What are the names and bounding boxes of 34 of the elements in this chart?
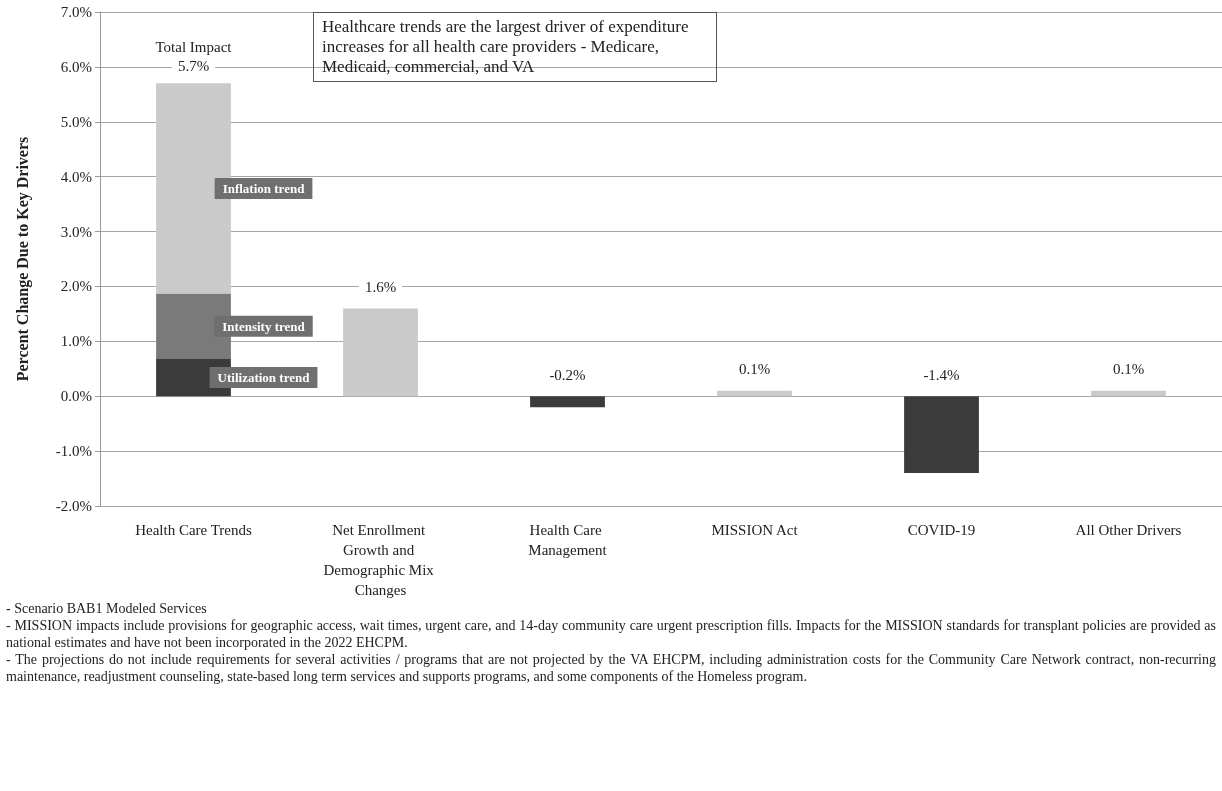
total-label: 5.7% (177, 58, 210, 75)
y-tick-label: 4.0% (60, 168, 92, 185)
y-tick-label: 6.0% (60, 58, 92, 75)
y-tick-label: 7.0% (60, 4, 92, 20)
text: - MISSION impacts include provisions for geographic access, wait times, urgent care, and 14-day community care urgent prescription fills. Impacts for the MISSION standards for transplant policies are provided as national estimates and have not been incorporated in the 2022 EHCPM. (6, 617, 1216, 651)
y-tick-label: -2.0% (55, 498, 92, 514)
x-tick-label: Health Care Trends (135, 522, 252, 538)
y-tick-label: 2.0% (60, 278, 92, 295)
y-tick-label: 5.0% (60, 113, 92, 130)
data-label: 0.1% (1112, 361, 1145, 378)
x-tick-label: Net Enrollment Growth and Demographic Mix Changes (323, 522, 438, 598)
x-tick-label: Health Care Management (528, 522, 608, 558)
data-label: 1.6% (364, 278, 397, 295)
bar (717, 390, 792, 397)
series-label: Utilization trend (217, 370, 311, 386)
x-tick-label: MISSION Act (711, 522, 799, 538)
x-tick-label: COVID-19 (907, 522, 976, 538)
y-tick-label: 0.0% (60, 388, 92, 405)
data-label: -0.2% (549, 366, 586, 383)
bar (1091, 390, 1166, 397)
series-label: Intensity trend (222, 318, 306, 334)
text: - The projections do not include requirements for several activities / programs that are not projected by the VA EHCPM, including administration costs for the Community Care Network contract, non-recurring maintenance, readjustment counseling, state-based long term services and supports programs, and some components of the Homeless program. (6, 651, 1216, 685)
series-label: Inflation trend (222, 180, 306, 196)
y-axis-title: Percent Change Due to Key Drivers (13, 136, 32, 382)
x-tick-label: All Other Drivers (1075, 522, 1182, 538)
data-label: -1.4% (923, 366, 960, 383)
bar (343, 308, 418, 397)
y-tick-label: 3.0% (60, 223, 92, 240)
annotation: Total Impact (155, 39, 233, 56)
y-tick-label: -1.0% (55, 443, 92, 460)
data-label: 0.1% (738, 361, 771, 378)
text: - Scenario BAB1 Modeled Services (6, 600, 208, 617)
y-tick-label: 1.0% (60, 333, 92, 350)
annotation: Healthcare trends are the largest driver of expenditure increases for all health care providers - Medicare, Medicaid, commercial, and VA (313, 12, 717, 82)
